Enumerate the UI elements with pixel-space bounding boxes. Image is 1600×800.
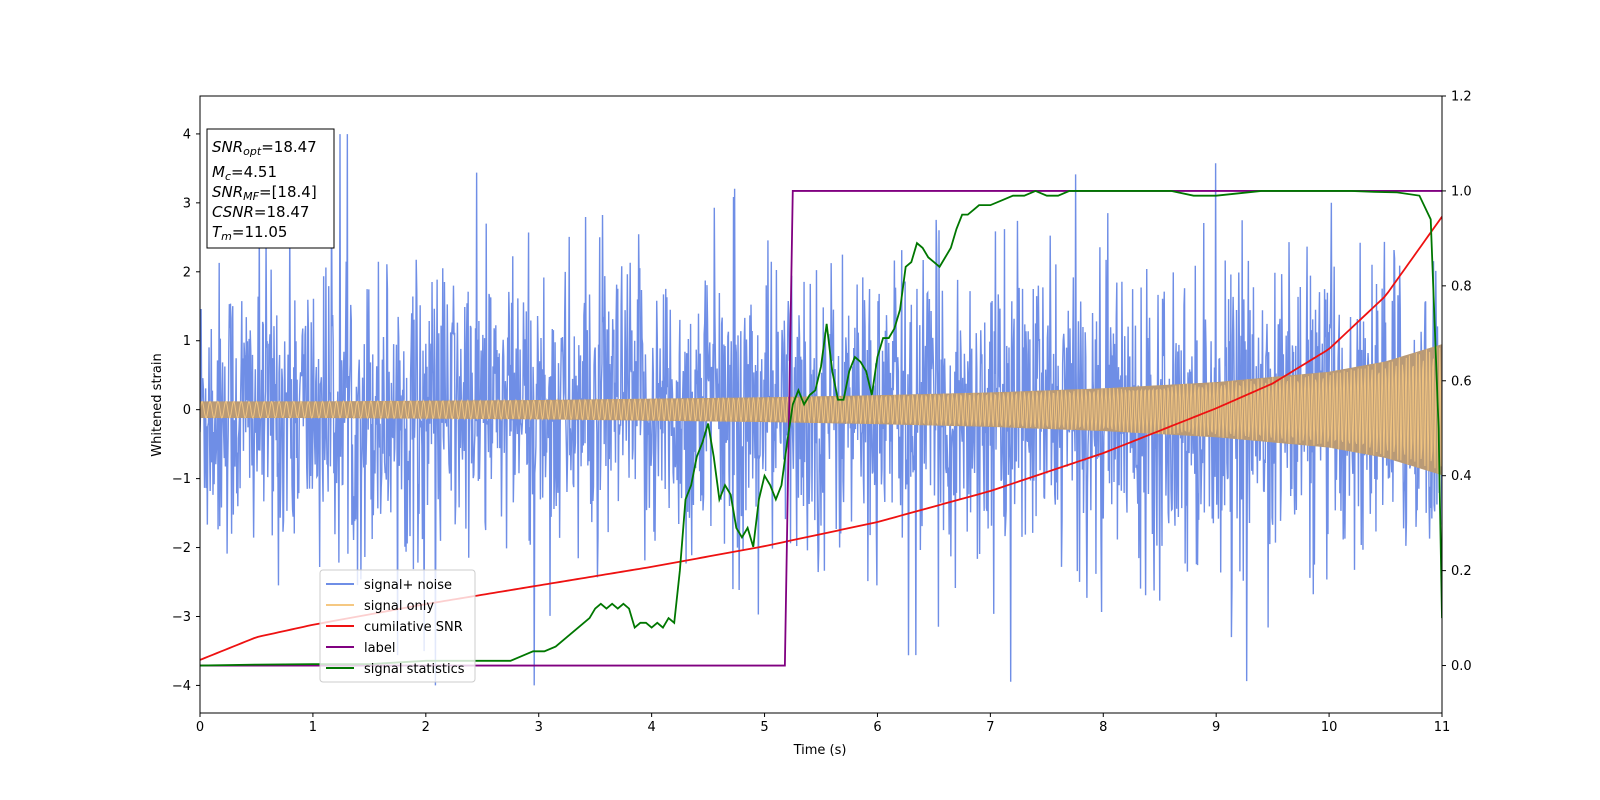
axes-frame xyxy=(199,95,1443,714)
y2-tick-label: 0.0 xyxy=(1451,659,1472,674)
y-tick-label: 0 xyxy=(183,403,191,418)
y2-tick-label: 1.0 xyxy=(1451,184,1472,199)
snr-mf-text: SNRMF=[18.4] xyxy=(212,183,317,203)
x-tick-label: 0 xyxy=(196,720,204,735)
x-tick-label: 7 xyxy=(986,720,994,735)
legend-label-stats: signal statistics xyxy=(364,662,465,677)
legend-label-snr: cumilative SNR xyxy=(364,620,463,635)
legend-label-signal: signal only xyxy=(364,599,434,614)
snr-opt-text: SNRopt=18.47 xyxy=(212,138,317,158)
legend-label-label: label xyxy=(364,641,395,656)
series-signal-oscillation xyxy=(200,346,1442,474)
y2-tick-label: 1.2 xyxy=(1451,90,1472,105)
y-axis-label: Whitened strain xyxy=(150,353,165,456)
y-tick-label: −1 xyxy=(172,472,191,487)
x-tick-label: 1 xyxy=(309,720,317,735)
y-tick-label: 4 xyxy=(183,127,191,142)
series-signal-statistics xyxy=(200,189,1442,667)
y-axis-right: 1.2 1.0 0.8 0.6 0.4 0.2 0.0 xyxy=(1442,90,1472,674)
x-tick-label: 2 xyxy=(422,720,430,735)
mc-text: Mc=4.51 xyxy=(212,163,277,183)
y2-tick-label: 0.8 xyxy=(1451,279,1472,294)
x-tick-label: 11 xyxy=(1434,720,1451,735)
x-tick-label: 9 xyxy=(1212,720,1220,735)
x-axis: 0 1 2 3 4 5 6 7 8 9 10 11 xyxy=(196,713,1450,735)
y-tick-label: −2 xyxy=(172,541,191,556)
x-axis-label: Time (s) xyxy=(793,743,847,758)
y2-tick-label: 0.6 xyxy=(1451,374,1472,389)
y-tick-label: 2 xyxy=(183,265,191,280)
y-tick-label: −3 xyxy=(172,610,191,625)
y-tick-label: −4 xyxy=(172,679,191,694)
tm-text: Tm=11.05 xyxy=(212,223,287,243)
x-tick-label: 5 xyxy=(760,720,768,735)
series-signal-only xyxy=(200,344,1442,476)
x-tick-label: 8 xyxy=(1099,720,1107,735)
y2-tick-label: 0.2 xyxy=(1451,564,1472,579)
y-tick-label: 1 xyxy=(183,334,191,349)
x-tick-label: 3 xyxy=(535,720,543,735)
y2-tick-label: 0.4 xyxy=(1451,469,1472,484)
legend-label-noise: signal+ noise xyxy=(364,578,452,593)
y-axis-left: 4 3 2 1 0 −1 −2 −3 −4 xyxy=(172,127,200,694)
legend: signal+ noise signal only cumilative SNR… xyxy=(319,569,476,683)
csnr-text: CSNR=18.47 xyxy=(212,203,309,221)
x-tick-label: 6 xyxy=(873,720,881,735)
stats-annotation-box: SNRopt=18.47 Mc=4.51 SNRMF=[18.4] CSNR=1… xyxy=(206,128,335,249)
x-tick-label: 4 xyxy=(647,720,655,735)
legend-frame xyxy=(319,569,476,683)
x-tick-label: 10 xyxy=(1321,720,1338,735)
y-tick-label: 3 xyxy=(183,196,191,211)
